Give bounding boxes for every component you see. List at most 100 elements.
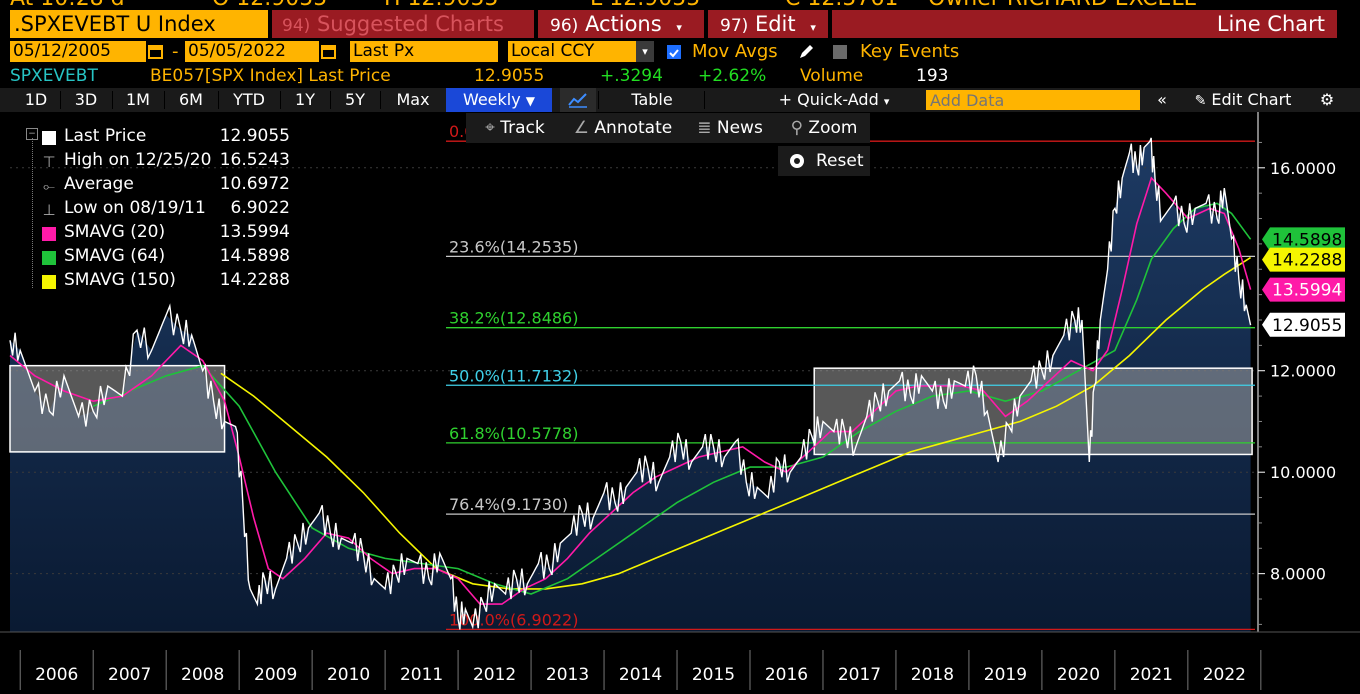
legend-swatch <box>42 227 56 241</box>
key-events-checkbox[interactable] <box>833 45 847 59</box>
track-button[interactable]: ⌖ Track <box>485 118 545 138</box>
legend-swatch <box>42 275 56 289</box>
news-icon: ≣ <box>697 118 712 138</box>
fib-label: 76.4%(9.1730) <box>449 495 568 514</box>
series-line <box>9 176 1252 605</box>
calendar-icon[interactable] <box>320 43 338 60</box>
legend-item[interactable]: SMAVG (64) 14.5898 <box>0 246 300 270</box>
frequency-select[interactable]: Weekly ▼ <box>446 88 552 112</box>
quick-add-button[interactable]: + Quick-Add ▾ <box>778 90 890 109</box>
period-5y-button[interactable]: 5Y <box>345 90 365 109</box>
reset-zoom-button[interactable]: Reset <box>778 146 870 176</box>
legend-name: Low on 08/19/11 <box>64 198 206 218</box>
crosshair-icon: ⌖ <box>485 118 495 138</box>
price-tag-label: 13.5994 <box>1272 281 1342 301</box>
volume-label: Volume <box>800 66 864 86</box>
legend-name: High on 12/25/20 <box>64 150 212 170</box>
x-tick-label: 2008 <box>181 665 224 685</box>
study-label: BE057[SPX Index] Last Price <box>150 66 391 86</box>
last-price-value: 12.9055 <box>474 66 545 86</box>
x-tick-label: 2017 <box>838 665 881 685</box>
period-1m-button[interactable]: 1M <box>126 90 150 109</box>
title-bar: .SPXEVEBT U Index 94) Suggested Charts 9… <box>0 10 1360 38</box>
price-tag <box>1262 247 1345 272</box>
add-data-input[interactable] <box>926 90 1140 110</box>
low-marker-icon: ⊥ <box>42 201 56 219</box>
zoom-button[interactable]: ⚲ Zoom <box>790 118 858 138</box>
period-1y-button[interactable]: 1Y <box>295 90 315 109</box>
legend-item[interactable]: ⊥ Low on 08/19/11 6.9022 <box>0 198 300 222</box>
legend-collapse-icon[interactable]: − <box>26 128 38 140</box>
collapse-icon[interactable]: « <box>1157 90 1167 109</box>
chevron-down-icon[interactable]: ▾ <box>636 41 654 62</box>
mov-avgs-checkbox[interactable] <box>667 45 681 59</box>
legend-bracket <box>32 138 34 288</box>
gear-icon[interactable]: ⚙ <box>1319 90 1335 109</box>
open-label: O 12.9055 <box>212 0 327 10</box>
period-6m-button[interactable]: 6M <box>179 90 203 109</box>
time-label: At 10:28 d <box>10 0 125 10</box>
field-select[interactable]: Last Px <box>350 41 498 62</box>
period-3d-button[interactable]: 3D <box>74 90 98 109</box>
legend-name: SMAVG (20) <box>64 222 166 242</box>
legend-item[interactable]: SMAVG (20) 13.5994 <box>0 222 300 246</box>
table-button[interactable]: Table <box>631 90 673 109</box>
legend-item[interactable]: ⊤ High on 12/25/20 16.5243 <box>0 150 300 174</box>
fib-label: 61.8%(10.5778) <box>449 424 578 443</box>
legend-name: SMAVG (64) <box>64 246 166 266</box>
security-field[interactable]: .SPXEVEBT U Index <box>10 10 268 38</box>
legend-value: 14.5898 <box>219 246 290 266</box>
series-line <box>92 202 1252 595</box>
calendar-icon[interactable] <box>147 43 165 60</box>
close-label: C 12.5761 <box>785 0 898 10</box>
legend-value: 14.2288 <box>219 270 290 290</box>
price-tag-label: 12.9055 <box>1272 316 1342 336</box>
y-tick-label: 12.0000 <box>1270 362 1336 381</box>
highlight-zone[interactable] <box>9 364 226 453</box>
period-max-button[interactable]: Max <box>396 90 430 109</box>
chevron-down-icon: ▾ <box>883 95 890 108</box>
period-1d-button[interactable]: 1D <box>24 90 48 109</box>
x-tick-label: 2016 <box>765 665 808 685</box>
suggested-charts-button[interactable]: 94) Suggested Charts <box>272 10 534 38</box>
price-area <box>10 141 1251 632</box>
legend: − Last Price 12.9055 ⊤ High on 12/25/20 16.52… <box>0 126 312 298</box>
legend-name: SMAVG (150) <box>64 270 176 290</box>
edit-menu-button[interactable]: 97) Edit ▾ <box>708 10 828 38</box>
legend-item[interactable]: Last Price 12.9055 <box>0 126 300 150</box>
y-tick-label: 10.0000 <box>1270 463 1336 482</box>
x-tick-label: 2013 <box>546 665 589 685</box>
actions-menu-button[interactable]: 96) Actions ▾ <box>538 10 704 38</box>
pencil-icon[interactable] <box>797 44 815 60</box>
x-tick-label: 2022 <box>1203 665 1246 685</box>
x-tick-label: 2009 <box>254 665 297 685</box>
legend-swatch <box>42 251 56 265</box>
x-tick-label: 2006 <box>35 665 78 685</box>
legend-swatch <box>42 131 56 145</box>
reset-icon <box>790 154 804 168</box>
fib-label: 23.6%(14.2535) <box>449 237 578 256</box>
news-button[interactable]: ≣ News <box>697 118 763 138</box>
price-tag-label: 14.2288 <box>1272 251 1342 271</box>
annotate-button[interactable]: ∠ Annotate <box>573 118 673 138</box>
price-tag <box>1262 277 1345 302</box>
x-tick-label: 2010 <box>327 665 370 685</box>
start-date-input[interactable]: 05/12/2005 <box>10 41 146 62</box>
pct-change-value: +2.62% <box>698 66 767 86</box>
low-label: L 12.9055 <box>590 0 700 10</box>
legend-item[interactable]: SMAVG (150) 14.2288 <box>0 270 300 294</box>
chart-tools-bar: ⌖ Track ∠ Annotate ≣ News ⚲ Zoom <box>466 113 870 143</box>
pencil-icon: ✎ <box>1194 93 1207 109</box>
currency-select[interactable]: Local CCY <box>508 41 636 62</box>
chevron-down-icon: ▾ <box>810 21 816 34</box>
line-chart-icon[interactable] <box>560 88 596 112</box>
chevron-down-icon: ▼ <box>525 94 536 108</box>
end-date-input[interactable]: 05/05/2022 <box>185 41 319 62</box>
legend-name: Last Price <box>64 126 147 146</box>
period-ytd-button[interactable]: YTD <box>233 90 265 109</box>
legend-item[interactable]: ⟜ Average 10.6972 <box>0 174 300 198</box>
chart-toolbar: 1D 3D 1M 6M YTD 1Y 5Y Max Weekly ▼ Table… <box>0 88 1360 112</box>
edit-chart-button[interactable]: ✎ Edit Chart <box>1194 90 1292 109</box>
price-tag <box>1262 227 1345 252</box>
series-line <box>220 256 1252 590</box>
